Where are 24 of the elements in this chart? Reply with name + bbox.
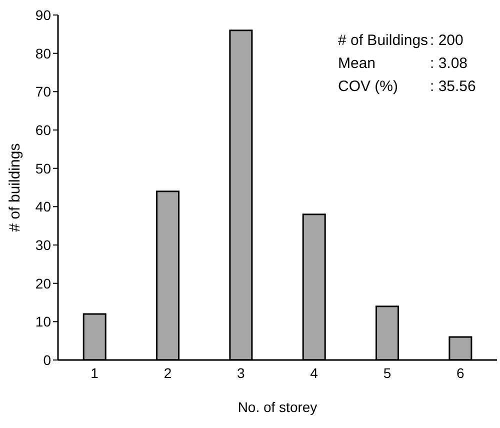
x-tick-label: 5 — [383, 364, 392, 381]
y-tick-label: 60 — [35, 122, 52, 138]
y-axis-title: # of buildings — [6, 143, 24, 232]
x-tick-label: 4 — [310, 364, 318, 381]
text: : 200 — [430, 32, 464, 49]
y-tick-label: 10 — [35, 314, 52, 330]
y-tick-label: 0 — [43, 352, 52, 368]
y-tick-label: 70 — [35, 84, 52, 100]
y-tick-label: 80 — [35, 45, 52, 62]
y-tick-label: 30 — [35, 236, 52, 253]
x-tick-label: 6 — [456, 364, 465, 381]
y-tick-label: 20 — [35, 275, 52, 292]
text: : 3.08 — [430, 55, 468, 72]
x-tick-label: 2 — [164, 364, 172, 381]
x-tick-label: 3 — [237, 364, 246, 381]
y-tick-label: 50 — [35, 160, 52, 176]
y-tick-label: 90 — [35, 6, 52, 23]
text: : 35.56 — [430, 78, 476, 95]
x-axis-title: No. of storey — [238, 399, 318, 415]
text: Mean — [338, 55, 376, 72]
y-tick-label: 40 — [35, 198, 52, 215]
x-tick-label: 1 — [90, 364, 99, 381]
text: # of Buildings — [338, 32, 428, 49]
text: COV (%) — [338, 78, 398, 95]
